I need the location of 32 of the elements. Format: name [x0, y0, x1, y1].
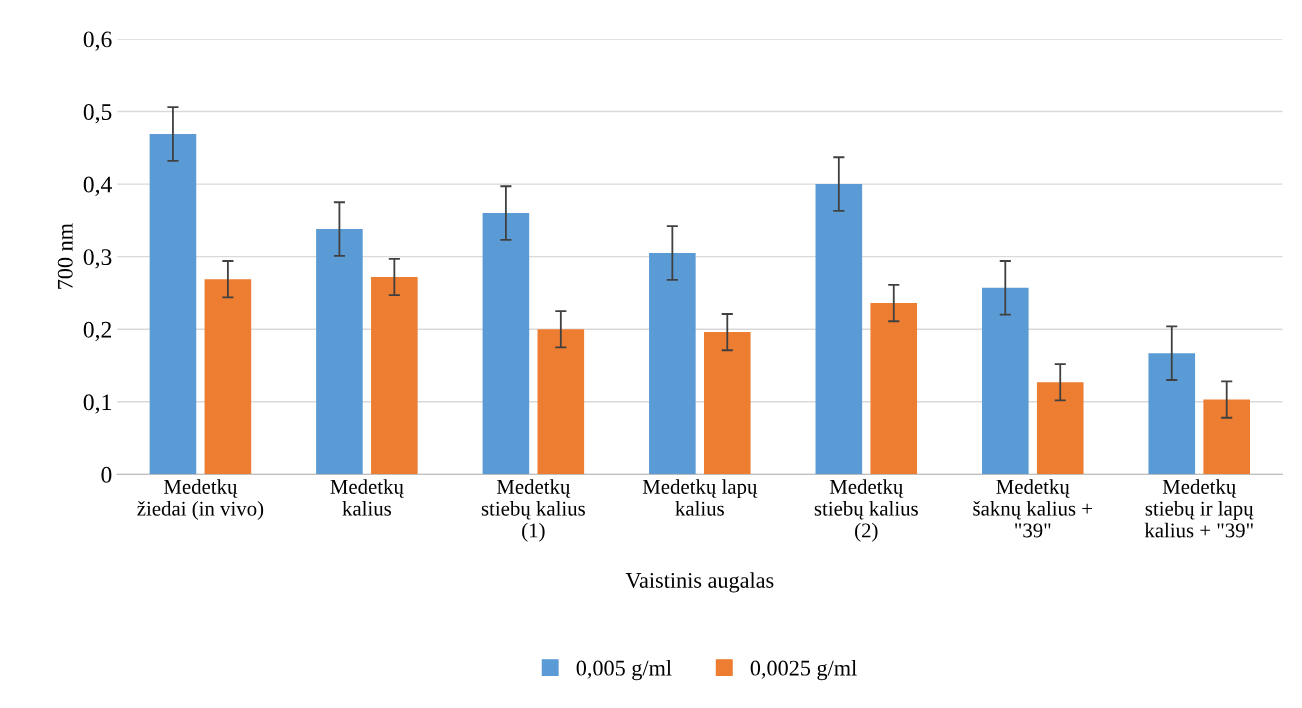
x-tick-label: Medetkų stiebų kalius (1)	[481, 479, 585, 542]
x-tick-label: Medetkų kalius	[330, 479, 404, 516]
bar	[149, 134, 197, 475]
y-tick-label: 0,6	[83, 31, 112, 51]
y-tick-label: 0,3	[83, 249, 112, 269]
bar	[316, 229, 363, 475]
bar	[204, 279, 252, 475]
legend-label: 0,0025 g/ml	[750, 659, 857, 681]
bar	[870, 303, 918, 475]
y-axis-title: 700 nm	[57, 223, 73, 289]
bar	[1036, 382, 1084, 475]
x-axis-title: Vaistinis augalas	[625, 572, 774, 593]
bar	[649, 253, 696, 475]
bar	[981, 287, 1029, 475]
y-tick-label: 0,5	[83, 104, 112, 124]
x-tick-label: Medetkų lapų kalius	[642, 479, 758, 516]
bar	[537, 329, 585, 475]
y-tick-label: 0	[101, 466, 112, 483]
bar	[1203, 399, 1251, 475]
y-tick-label: 0,1	[83, 394, 111, 414]
x-tick-label: Medetkų stiebų ir lapų kalius + "39"	[1144, 479, 1254, 538]
bar	[482, 213, 530, 475]
x-tick-label: Medetkų stiebų kalius (2)	[814, 479, 918, 542]
bar	[703, 332, 751, 475]
x-tick-label: Medetkų šaknų kalius + "39"	[973, 479, 1093, 538]
y-tick-label: 0,2	[83, 321, 112, 342]
bar	[1148, 353, 1196, 475]
y-tick-label: 0,4	[83, 176, 112, 196]
legend-label: 0,005 g/ml	[576, 659, 672, 681]
bar	[815, 184, 863, 475]
x-tick-label: Medetkų žiedai (in vivo)	[137, 479, 264, 520]
bar	[371, 276, 418, 475]
